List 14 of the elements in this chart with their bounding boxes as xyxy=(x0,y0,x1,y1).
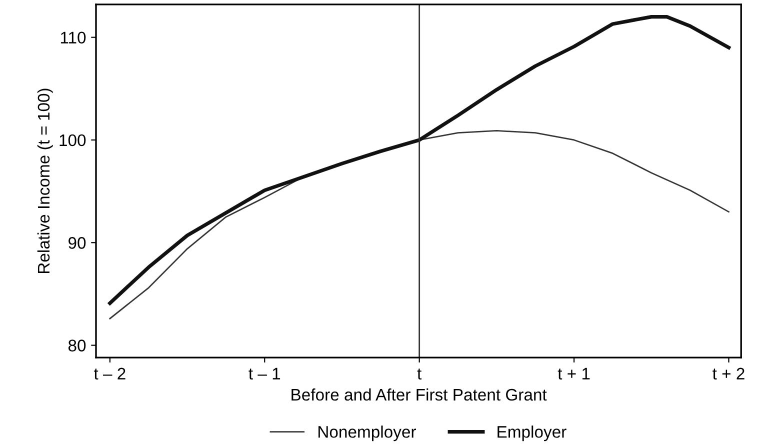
legend-label: Nonemployer xyxy=(318,426,416,442)
y-tick-label: 110 xyxy=(60,32,86,44)
y-axis-title: Relative Income (t = 100) xyxy=(37,88,53,273)
x-tick-label: t + 1 xyxy=(558,368,590,380)
y-tick-label: 100 xyxy=(60,134,86,146)
y-tick-label: 90 xyxy=(68,237,86,249)
x-tick-label: t xyxy=(417,368,422,380)
line-series xyxy=(108,14,731,305)
x-tick-label: t – 1 xyxy=(248,368,280,380)
legend-label: Employer xyxy=(498,426,566,442)
y-tick-label: 80 xyxy=(68,340,86,352)
x-axis-title: Before and After First Patent Grant xyxy=(292,388,547,401)
x-tick-label: t – 2 xyxy=(94,368,126,380)
x-tick-label: t + 2 xyxy=(712,368,744,380)
